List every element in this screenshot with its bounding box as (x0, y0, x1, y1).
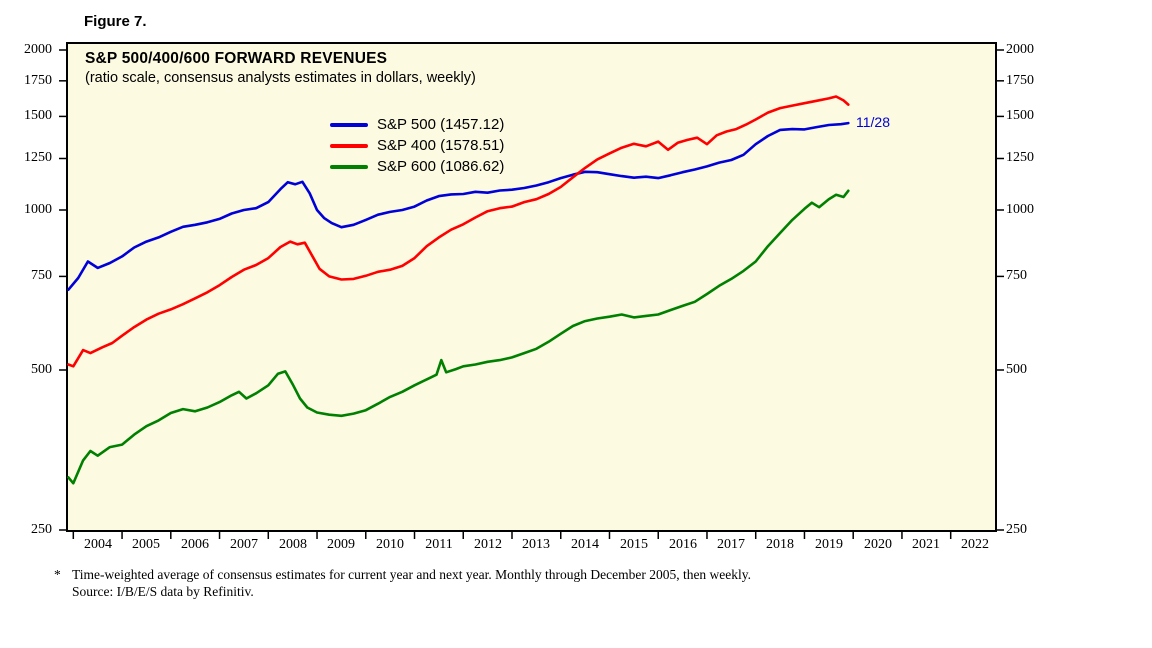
footnote-lines: Time-weighted average of consensus estim… (72, 567, 751, 600)
legend-swatch (330, 164, 368, 169)
x-tick-label: 2020 (864, 537, 892, 552)
legend-label: S&P 500 (1457.12) (377, 116, 505, 133)
x-tick-label: 2008 (279, 537, 307, 552)
figure-label: Figure 7. (84, 13, 147, 30)
y-tick-label-right: 1750 (1006, 73, 1034, 88)
x-tick-label: 2013 (522, 537, 550, 552)
last-date-annotation: 11/28 (856, 114, 890, 130)
y-tick-label-right: 1000 (1006, 202, 1034, 217)
footnote-marker: * (54, 567, 61, 582)
y-tick-label-left: 250 (31, 522, 52, 537)
x-tick-label: 2022 (961, 537, 989, 552)
chart-title: S&P 500/400/600 FORWARD REVENUES (85, 50, 388, 67)
x-tick-label: 2017 (717, 537, 745, 552)
legend-swatch (330, 143, 368, 148)
y-tick-label-left: 1000 (24, 202, 52, 217)
legend-item: S&P 500 (1457.12) (330, 116, 504, 133)
x-tick-label: 2007 (230, 537, 258, 552)
footnote-line1: Time-weighted average of consensus estim… (72, 567, 752, 582)
y-tick-label-left: 750 (31, 268, 52, 283)
y-tick-label-right: 2000 (1006, 42, 1034, 57)
legend-item: S&P 400 (1578.51) (330, 137, 504, 154)
chart-subtitle: (ratio scale, consensus analysts estimat… (85, 70, 476, 86)
y-tick-label-left: 2000 (24, 42, 52, 57)
y-tick-label-right: 1500 (1006, 108, 1034, 123)
y-tick-label-left: 500 (31, 362, 52, 377)
legend-swatch (330, 122, 368, 127)
x-tick-label: 2018 (766, 537, 794, 552)
x-tick-label: 2016 (669, 537, 697, 552)
x-tick-label: 2006 (181, 537, 209, 552)
y-tick-label-left: 1750 (24, 73, 52, 88)
x-tick-label: 2011 (425, 537, 453, 552)
x-tick-label: 2010 (376, 537, 404, 552)
footnote-line2: Source: I/B/E/S data by Refinitiv. (72, 583, 254, 599)
y-tick-label-right: 1250 (1006, 150, 1034, 165)
legend: S&P 500 (1457.12) S&P 400 (1578.51) S&P 60… (330, 116, 504, 175)
y-tick-label-left: 1500 (24, 108, 52, 123)
y-tick-label-right: 500 (1006, 362, 1027, 377)
x-tick-label: 2019 (815, 537, 843, 552)
legend-label: S&P 400 (1578.51) (377, 137, 505, 154)
y-tick-label-left: 1250 (24, 150, 52, 165)
x-tick-label: 2005 (132, 537, 160, 552)
x-tick-label: 2004 (84, 537, 112, 552)
footnote: * Time-weighted average of consensus est… (54, 567, 751, 600)
legend-label: S&P 600 (1086.62) (377, 158, 505, 175)
y-tick-label-right: 250 (1006, 522, 1027, 537)
x-tick-label: 2021 (912, 537, 940, 552)
x-tick-label: 2009 (327, 537, 355, 552)
legend-item: S&P 600 (1086.62) (330, 158, 504, 175)
x-tick-label: 2014 (571, 537, 599, 552)
y-tick-label-right: 750 (1006, 268, 1027, 283)
x-tick-label: 2015 (620, 537, 648, 552)
x-tick-label: 2012 (474, 537, 502, 552)
